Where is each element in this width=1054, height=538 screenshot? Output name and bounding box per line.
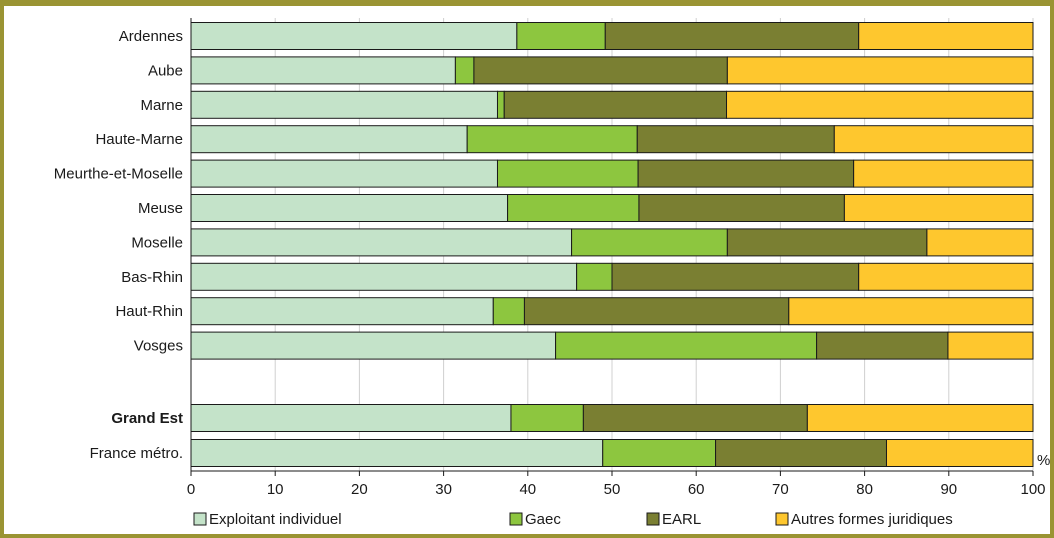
bar-moselle-gaec — [571, 228, 728, 257]
bar-meuse-gaec — [507, 194, 640, 222]
category-label: Meuse — [138, 200, 183, 217]
bar-grand-est-autres-formes-juridiques — [806, 404, 1034, 432]
legend-label: Exploitant individuel — [209, 511, 342, 528]
category-labels: Ardennes Aube Marne Haute-Marne Meurthe-et-M… — [54, 28, 183, 462]
x-tick-label: 20 — [351, 481, 368, 498]
legend: Exploitant individuel Gaec EARL Autres form… — [193, 511, 953, 528]
bar-meuse-exploitant-individuel — [190, 194, 509, 222]
bar-grand-est-gaec — [510, 404, 584, 432]
bar-bas-rhin-earl — [611, 262, 860, 291]
bar-vosges-exploitant-individuel — [190, 331, 557, 360]
bar-haut-rhin-exploitant-individuel — [190, 297, 494, 326]
bar-grand-est-earl — [582, 404, 808, 432]
bar-bas-rhin-exploitant-individuel — [190, 262, 578, 291]
category-label: France métro. — [90, 445, 183, 462]
bar-meurthe-et-moselle-autres-formes-juridiques — [853, 159, 1034, 188]
bar-vosges-gaec — [555, 331, 818, 360]
bar-france-m-tro--autres-formes-juridiques — [885, 439, 1034, 467]
x-axis: 0 10 20 30 40 50 60 70 80 90 100% — [187, 18, 1050, 498]
x-tick-label: 100 — [1020, 481, 1045, 498]
category-label: Aube — [148, 62, 183, 79]
bar-ardennes-earl — [604, 22, 860, 50]
legend-swatch — [509, 512, 523, 526]
bar-aube-exploitant-individuel — [190, 56, 456, 85]
x-tick-label: 50 — [604, 481, 621, 498]
bar-haut-rhin-gaec — [492, 297, 525, 326]
bars — [190, 22, 1034, 467]
category-label: Vosges — [134, 338, 183, 355]
x-tick-label: 30 — [435, 481, 452, 498]
bar-haute-marne-earl — [636, 125, 835, 154]
x-tick-label: 10 — [267, 481, 284, 498]
bar-moselle-autres-formes-juridiques — [926, 228, 1034, 257]
bar-haute-marne-autres-formes-juridiques — [833, 125, 1034, 154]
bar-marne-exploitant-individuel — [190, 90, 498, 119]
legend-label: EARL — [662, 511, 701, 528]
bar-meurthe-et-moselle-earl — [637, 159, 855, 188]
bar-france-m-tro--gaec — [602, 439, 717, 467]
bar-moselle-exploitant-individuel — [190, 228, 573, 257]
bar-haut-rhin-autres-formes-juridiques — [788, 297, 1034, 326]
x-unit-label: % — [1037, 452, 1050, 469]
bar-france-m-tro--exploitant-individuel — [190, 439, 604, 467]
legend-swatch — [646, 512, 660, 526]
category-label: Ardennes — [119, 28, 183, 45]
bar-aube-earl — [473, 56, 728, 85]
category-label: Grand Est — [111, 410, 183, 427]
bar-meurthe-et-moselle-gaec — [496, 159, 639, 188]
x-tick-label: 90 — [940, 481, 957, 498]
bar-haute-marne-exploitant-individuel — [190, 125, 468, 154]
bar-bas-rhin-autres-formes-juridiques — [858, 262, 1034, 291]
bar-bas-rhin-gaec — [576, 262, 613, 291]
bar-meurthe-et-moselle-exploitant-individuel — [190, 159, 498, 188]
bar-aube-autres-formes-juridiques — [726, 56, 1034, 85]
bar-marne-earl — [503, 90, 728, 119]
bar-france-m-tro--earl — [715, 439, 887, 467]
category-label: Haute-Marne — [95, 131, 183, 148]
bar-ardennes-autres-formes-juridiques — [858, 22, 1034, 50]
legend-swatch — [775, 512, 789, 526]
bar-meuse-earl — [638, 194, 845, 222]
category-label: Moselle — [131, 234, 183, 251]
category-label: Bas-Rhin — [121, 269, 183, 286]
legend-swatch — [193, 512, 207, 526]
bar-marne-gaec — [496, 90, 505, 119]
bar-haut-rhin-earl — [523, 297, 790, 326]
bar-meuse-autres-formes-juridiques — [843, 194, 1034, 222]
legend-label: Gaec — [525, 511, 561, 528]
category-label: Meurthe-et-Moselle — [54, 166, 183, 183]
bar-vosges-autres-formes-juridiques — [947, 331, 1034, 360]
bar-vosges-earl — [816, 331, 949, 360]
category-label: Haut-Rhin — [115, 303, 183, 320]
x-tick-label: 0 — [187, 481, 195, 498]
category-label: Marne — [140, 97, 183, 114]
bar-ardennes-gaec — [516, 22, 606, 50]
x-tick-label: 40 — [519, 481, 536, 498]
x-tick-label: 70 — [772, 481, 789, 498]
bar-grand-est-exploitant-individuel — [190, 404, 512, 432]
bar-moselle-earl — [726, 228, 928, 257]
bar-marne-autres-formes-juridiques — [726, 90, 1034, 119]
x-tick-label: 80 — [856, 481, 873, 498]
bar-haute-marne-gaec — [466, 125, 638, 154]
legend-label: Autres formes juridiques — [791, 511, 953, 528]
x-tick-label: 60 — [688, 481, 705, 498]
bar-aube-gaec — [454, 56, 475, 85]
bar-ardennes-exploitant-individuel — [190, 22, 518, 50]
